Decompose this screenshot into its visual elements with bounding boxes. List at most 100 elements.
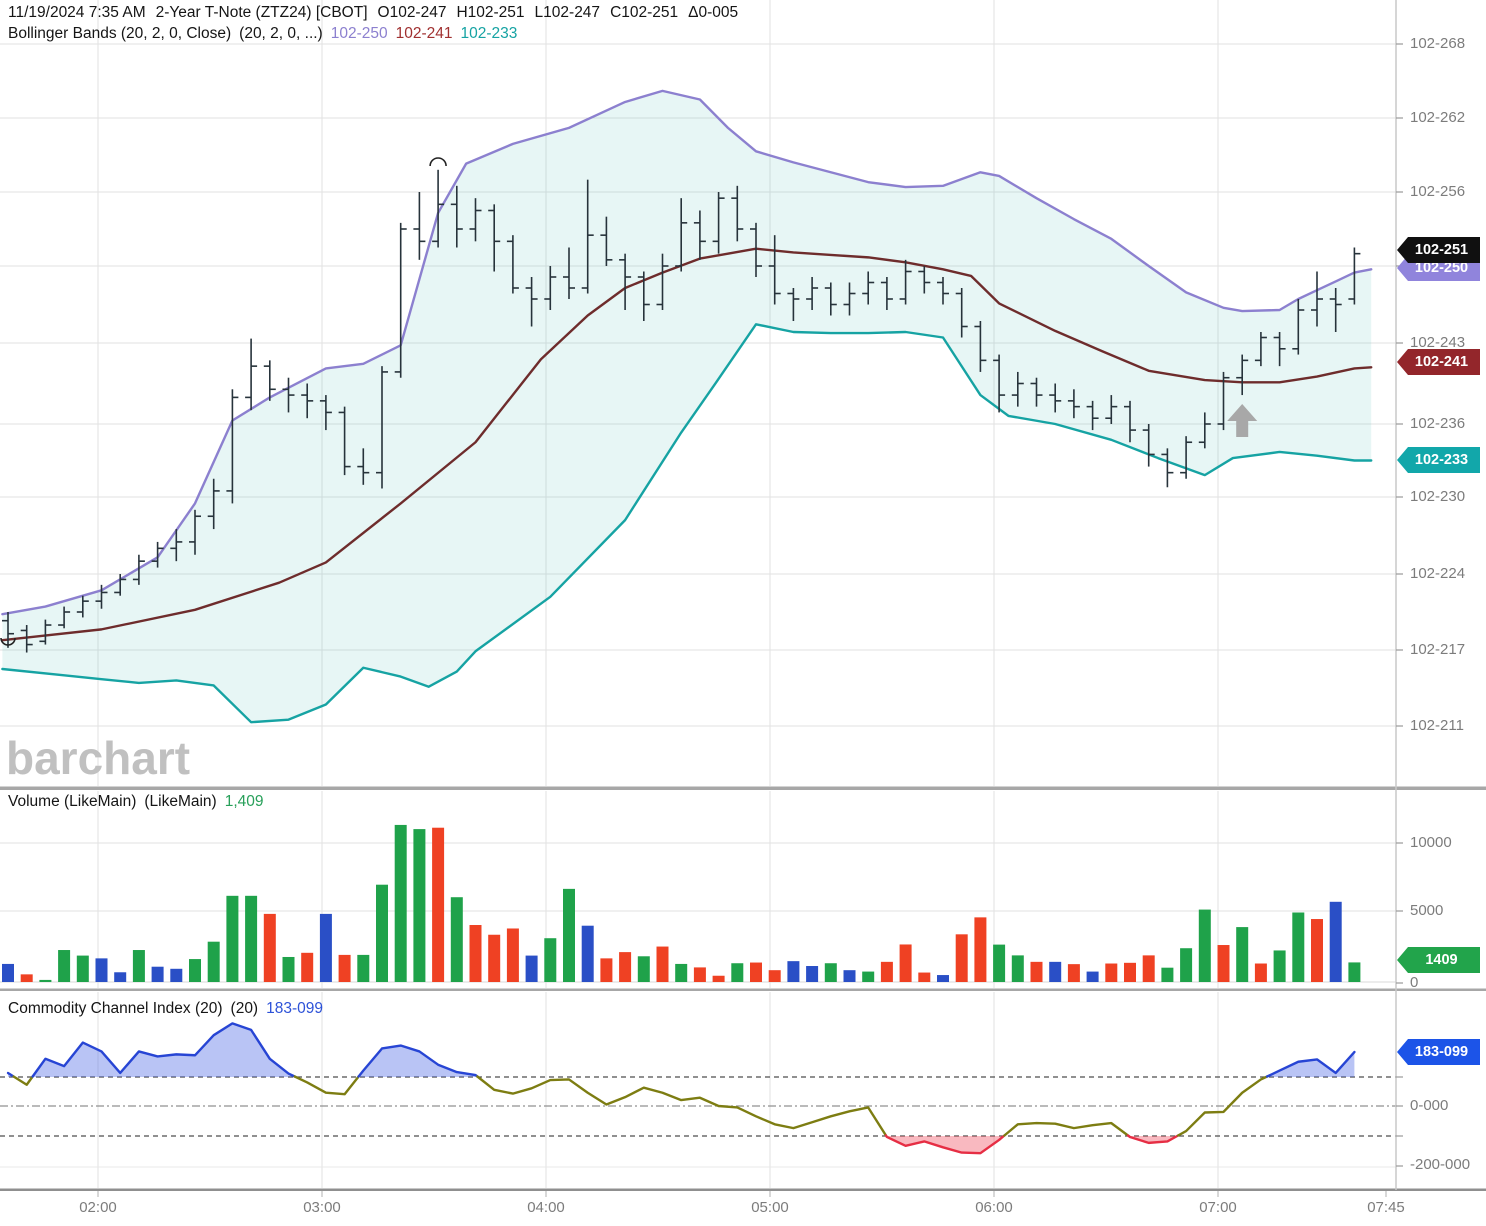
instrument-name: 2-Year T-Note (ZTZ24) [CBOT] [155, 4, 368, 21]
volume-bar [880, 961, 893, 982]
volume-bar [394, 824, 407, 982]
volume-bar [338, 954, 351, 982]
price-axis-label: 102-243 [1410, 334, 1466, 351]
volume-bar [918, 972, 931, 982]
volume-bar [1142, 955, 1155, 982]
volume-bar [862, 971, 875, 982]
time-axis-label: 03:00 [303, 1199, 341, 1216]
volume-bar [282, 956, 295, 982]
cci-line [884, 1134, 1006, 1155]
bollinger-label[interactable]: Bollinger Bands (20, 2, 0, Close) [8, 25, 232, 42]
volume-bar [58, 950, 71, 982]
up-arrow-marker [1227, 404, 1258, 437]
volume-bar [1311, 919, 1323, 982]
volume-bar [1348, 962, 1361, 982]
cci-line [12, 1075, 34, 1086]
volume-bar [432, 827, 445, 982]
volume-bar [899, 944, 912, 982]
bollinger-middle-band [1, 247, 1373, 642]
volume-bar [450, 897, 463, 982]
volume-bar [1236, 927, 1249, 982]
time-axis-label: 07:00 [1199, 1199, 1237, 1216]
price-axis-label: 102-217 [1410, 641, 1466, 658]
volume-bar [189, 959, 201, 982]
volume-bar [488, 934, 501, 982]
volume-axis-label: 5000 [1410, 902, 1444, 919]
volume-bar [1292, 912, 1305, 982]
cci-line [357, 1044, 479, 1078]
volume-bar [656, 946, 669, 982]
volume-bar [955, 934, 968, 982]
volume-axis-label: 0 [1410, 974, 1419, 991]
quote-high: H102-251 [456, 4, 525, 21]
cci-line [1003, 1121, 1130, 1137]
price-axis-label: 102-224 [1410, 565, 1466, 582]
cci-value: 183-099 [266, 1000, 323, 1017]
volume-bar [319, 913, 332, 982]
volume-bar [76, 955, 89, 982]
cci-axis-label: -200-000 [1410, 1156, 1471, 1173]
price-axis-label: 102-256 [1410, 183, 1466, 200]
volume-bar [151, 966, 164, 982]
volume-bar [544, 938, 557, 982]
volume-bar [376, 884, 388, 982]
time-axis-label: 06:00 [975, 1199, 1013, 1216]
volume-bar [207, 941, 220, 982]
bollinger-lower-band [1, 323, 1373, 724]
arc-under-marker [0, 637, 16, 646]
volume-bar [1273, 950, 1286, 982]
indicator-header-bollinger: Bollinger Bands (20, 2, 0, Close) (20, 2,… [8, 25, 525, 43]
volume-bar [1254, 963, 1267, 982]
price-axis-label: 102-262 [1410, 109, 1466, 126]
volume-bar [1329, 901, 1342, 982]
volume-bar [95, 958, 108, 982]
volume-bar [469, 925, 482, 982]
volume-bar [675, 963, 688, 982]
bb-middle-badge: 102-241 [1397, 349, 1480, 375]
cci-label[interactable]: Commodity Channel Index (20) [8, 1000, 223, 1017]
volume-value: 1,409 [224, 793, 264, 810]
volume-bar [226, 895, 239, 982]
volume-bar [1217, 945, 1230, 982]
volume-bar [1161, 967, 1174, 982]
bb-lower-badge: 102-233 [1397, 447, 1480, 473]
volume-bar [1198, 909, 1211, 982]
volume-label[interactable]: Volume (LikeMain) [8, 793, 137, 810]
volume-bar [1180, 948, 1193, 982]
bollinger-middle-value: 102-241 [395, 25, 453, 42]
time-axis-label: 07:45 [1367, 1199, 1405, 1216]
cci-overbought-fill [1267, 1052, 1355, 1077]
volume-bar [245, 895, 258, 982]
cci-params: (20) [230, 1000, 259, 1017]
bollinger-upper-value: 102-250 [330, 25, 388, 42]
volume-bar [581, 925, 594, 982]
indicator-header-volume: Volume (LikeMain) (LikeMain) 1,409 [8, 793, 272, 811]
quote-change: Δ0-005 [688, 4, 739, 21]
volume-bar [768, 970, 781, 982]
quote-close: C102-251 [610, 4, 679, 21]
volume-bar [712, 975, 725, 982]
volume-bar [114, 972, 127, 982]
volume-bar [39, 979, 52, 982]
volume-bar [1030, 961, 1043, 982]
cci-oversold-fill [885, 1135, 1005, 1154]
bollinger-band-fill [2, 90, 1372, 723]
volume-bar [731, 963, 744, 982]
volume-bar [824, 963, 837, 982]
volume-bar [357, 954, 370, 982]
time-axis-label: 04:00 [527, 1199, 565, 1216]
volume-bar [170, 968, 183, 982]
cci-axis-label: 0-000 [1410, 1097, 1449, 1114]
volume-bar [974, 917, 987, 982]
volume-bar [637, 956, 650, 982]
volume-bar [525, 955, 538, 982]
volume-bar [1067, 964, 1080, 982]
price-axis-label: 102-230 [1410, 488, 1466, 505]
volume-bar [506, 928, 519, 982]
volume-bar [413, 829, 426, 982]
volume-bar [2, 963, 14, 982]
volume-bar [937, 975, 949, 982]
cci-line [1176, 1075, 1269, 1137]
